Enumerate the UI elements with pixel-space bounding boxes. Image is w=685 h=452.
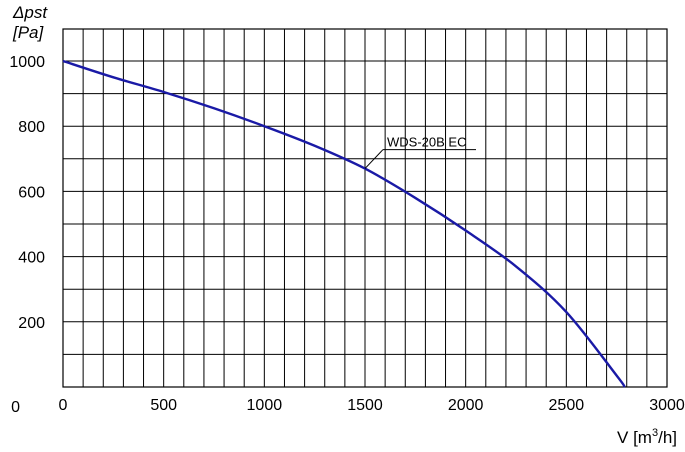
- y-tick-label: 800: [18, 119, 45, 136]
- x-tick-label: 1000: [247, 397, 283, 414]
- y-tick-label: 400: [18, 250, 45, 267]
- series-group: [62, 59, 626, 388]
- y-tick-label: 200: [18, 315, 45, 332]
- x-axis-label-suffix: /h]: [658, 428, 677, 447]
- x-tick-label: 3000: [649, 397, 685, 414]
- y-tick-label: 0: [11, 399, 20, 416]
- x-tick-labels: 0 500 1000 1500 2000 2500 3000: [59, 397, 685, 414]
- x-axis-label-superscript: 3: [652, 427, 658, 439]
- plot-border: [62, 28, 668, 388]
- x-tick-label: 1500: [347, 397, 383, 414]
- x-tick-label: 2000: [448, 397, 484, 414]
- y-tick-label: 600: [18, 184, 45, 201]
- x-tick-label: 0: [59, 397, 68, 414]
- annotation-label: WDS-20B EC: [387, 135, 466, 150]
- series-annotation: WDS-20B EC: [364, 135, 476, 169]
- x-tick-label: 500: [150, 397, 177, 414]
- grid: [63, 29, 667, 387]
- y-axis-label-line1: Δpst: [12, 3, 48, 22]
- x-axis-label: V [m3/h]: [617, 427, 677, 447]
- x-tick-label: 2500: [549, 397, 585, 414]
- y-tick-labels: 0 200 400 600 800 1000: [9, 54, 45, 416]
- y-axis-label-line2: [Pa]: [12, 23, 45, 42]
- plot-frame: [62, 28, 668, 388]
- series-line: [62, 59, 626, 388]
- annotation-leader-line: [364, 149, 384, 169]
- x-axis-label-prefix: V [m: [617, 428, 652, 447]
- y-tick-label: 1000: [9, 54, 45, 71]
